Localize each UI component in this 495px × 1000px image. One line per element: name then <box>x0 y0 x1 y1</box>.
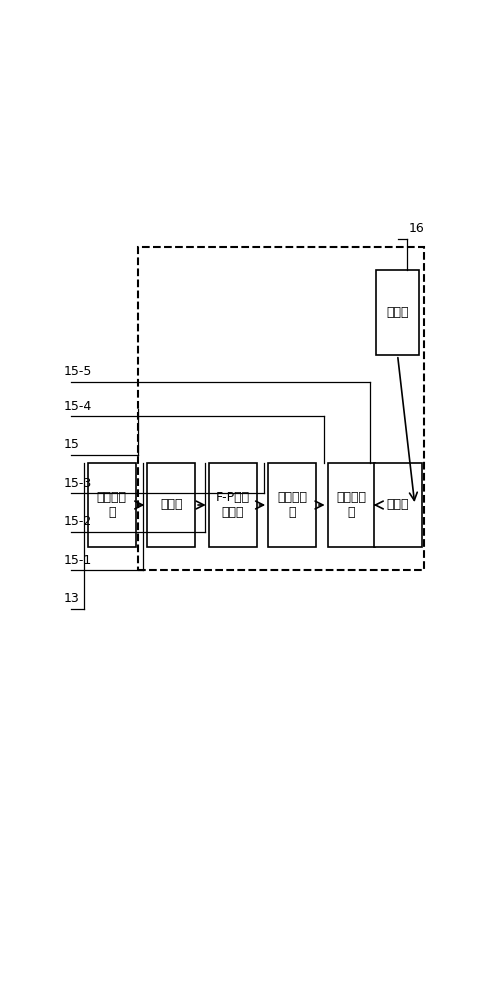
Bar <box>138 247 424 570</box>
Text: 第二偏振
片: 第二偏振 片 <box>97 491 127 519</box>
Text: 15: 15 <box>64 438 80 451</box>
Text: 15-2: 15-2 <box>64 515 92 528</box>
Text: 计算机: 计算机 <box>386 498 409 512</box>
Text: 13: 13 <box>64 592 80 605</box>
Text: F-P干涉
扫描仪: F-P干涉 扫描仪 <box>215 491 249 519</box>
Text: 15-3: 15-3 <box>64 477 92 490</box>
Bar <box>147 463 195 547</box>
Bar <box>374 463 422 547</box>
Text: 光电倍增
管: 光电倍增 管 <box>277 491 307 519</box>
Bar <box>88 463 136 547</box>
Bar <box>328 463 376 547</box>
Text: 衰减器: 衰减器 <box>160 498 183 512</box>
Text: 15-1: 15-1 <box>64 554 92 567</box>
Bar <box>376 270 419 355</box>
Text: 16: 16 <box>409 222 425 235</box>
Text: 15-5: 15-5 <box>64 365 92 378</box>
Text: 能量计: 能量计 <box>386 306 409 319</box>
Text: 15-4: 15-4 <box>64 400 92 413</box>
Bar <box>268 463 316 547</box>
Text: 取样积分
器: 取样积分 器 <box>337 491 366 519</box>
Bar <box>208 463 256 547</box>
